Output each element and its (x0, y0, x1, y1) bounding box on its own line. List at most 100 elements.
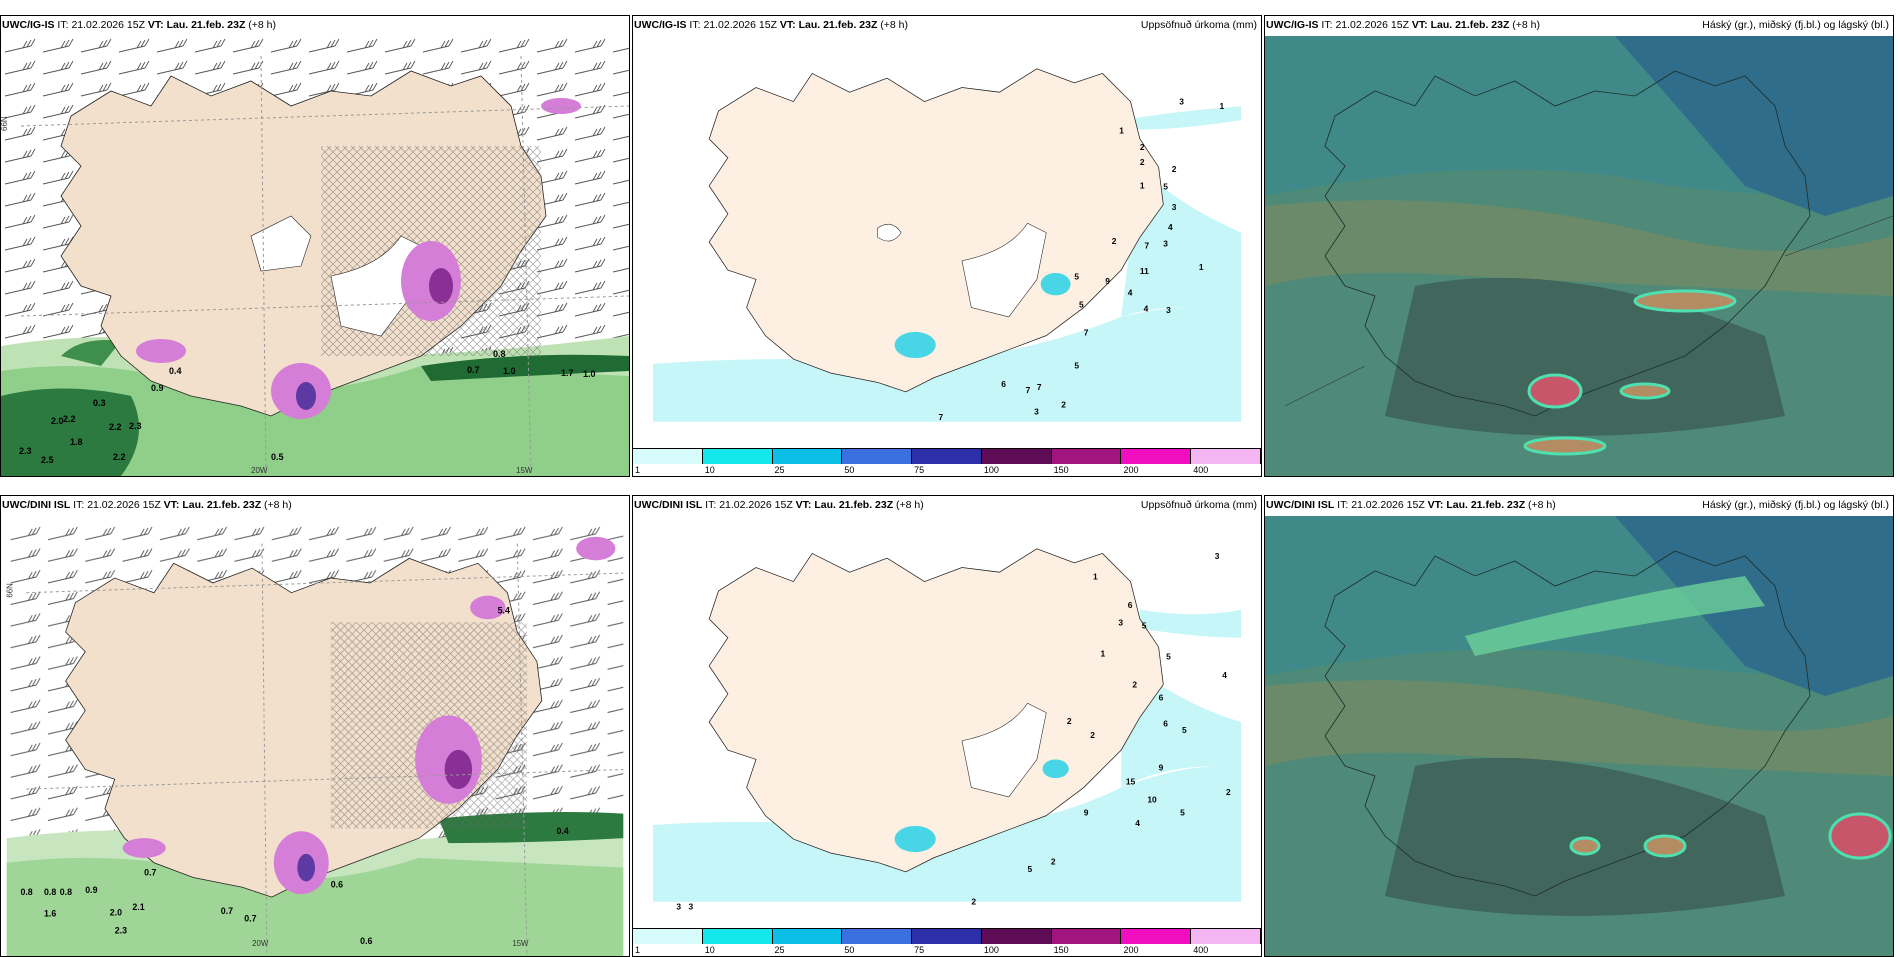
svg-text:66N: 66N (1, 116, 9, 131)
map-value-label: 2.2 (113, 452, 126, 462)
colorbar-tick: 200 (1123, 465, 1139, 475)
colorbar-swatch (772, 928, 843, 944)
map-value-label: 4 (1128, 287, 1133, 297)
colorbar-swatch (633, 928, 703, 944)
map-value-label: 1 (1199, 262, 1204, 272)
map-value-label: 3 (689, 901, 694, 911)
map-value-label: 4 (1144, 303, 1149, 313)
colorbar-swatch (1051, 448, 1122, 464)
map-value-label: 9 (1084, 808, 1089, 818)
colorbar: 1 10 25 50 75 100 150 200 400 (633, 448, 1261, 476)
colorbar-tick: 25 (774, 945, 785, 955)
map-value-label: 3 (1166, 305, 1171, 315)
colorbar-tick: 1 (635, 945, 641, 955)
map-value-label: 0.8 (44, 887, 56, 897)
colorbar-swatch (1191, 448, 1261, 464)
colorbar-tick: 1 (635, 465, 641, 475)
map-value-label: 7 (939, 412, 944, 422)
map-value-label: 1.6 (44, 909, 56, 919)
map-value-label: 2 (1067, 716, 1072, 726)
map-value-label: 5 (1163, 182, 1168, 192)
map-value-label: 2.0 (51, 416, 64, 426)
map-value-label: 2.3 (19, 446, 32, 456)
colorbar-swatch (1191, 928, 1261, 944)
colorbar-tick: 100 (983, 945, 999, 955)
map-value-label: 7 (1145, 241, 1150, 251)
colorbar-swatch (842, 448, 913, 464)
map-value-label: 3 (676, 901, 681, 911)
map-value-label: 2 (1132, 679, 1137, 689)
map-value-label: 0.3 (93, 398, 106, 408)
colorbar-tick: 10 (704, 465, 715, 475)
map-value-label: 1.8 (70, 437, 83, 447)
colorbar-tick: 200 (1123, 945, 1139, 955)
map-value-label: 3 (1215, 551, 1220, 561)
panel-header: UWC/IG-IS IT: 21.02.2026 15Z VT: Lau. 21… (634, 19, 1257, 31)
map-value-label: 2.3 (115, 925, 127, 935)
map-value-label: 2.3 (129, 421, 142, 431)
map-value-label: 1 (1101, 648, 1106, 658)
map-value-label: 1 (1219, 101, 1224, 111)
colorbar-swatch (1121, 448, 1192, 464)
map-value-label: 0.8 (493, 349, 506, 359)
colorbar-swatch (633, 448, 703, 464)
map-value-label: 0.8 (60, 887, 72, 897)
panel-bottom-left: UWC/DINI ISL IT: 21.02.2026 15Z VT: Lau.… (0, 495, 630, 957)
colorbar-swatch (1121, 928, 1192, 944)
colorbar-tick: 400 (1193, 945, 1209, 955)
panel-bottom-right: UWC/DINI ISL IT: 21.02.2026 15Z VT: Lau.… (1264, 495, 1894, 957)
colorbar-tick: 25 (774, 465, 785, 475)
map-value-label: 5 (1079, 300, 1084, 310)
map-value-label: 0.6 (360, 936, 372, 946)
map-value-label: 4 (1168, 222, 1173, 232)
wind-precip-map: 66N 20W 15W 0.8 0.8 0.8 0.9 0.7 1.6 2.0 2.1 2.3 0… (6, 524, 624, 956)
map-value-label: 3 (1172, 202, 1177, 212)
map-value-label: 0.7 (244, 914, 256, 924)
map-value-label: 5.4 (498, 605, 510, 615)
map-value-label: 0.8 (20, 887, 32, 897)
panel-title: Háský (gr.), miðský (fj.bl.) og lágský (… (1702, 19, 1889, 31)
map-value-label: 5 (1074, 271, 1079, 281)
map-value-label: 2 (1226, 787, 1231, 797)
map-value-label: 6 (1128, 600, 1133, 610)
map-value-label: 0.7 (467, 365, 480, 375)
panel-top-left: UWC/IG-IS IT: 21.02.2026 15Z VT: Lau. 21… (0, 15, 630, 477)
wind-precip-map: 66N 20W 15W 0.40.30.80.7 1.0 1.02.0 2.22.2 2… (1, 36, 629, 476)
panel-title: Uppsöfnuð úrkoma (mm) (1140, 499, 1257, 511)
map-value-label: 7 (1037, 382, 1042, 392)
map-value-label: 11 (1140, 266, 1149, 276)
panel-header: UWC/DINI ISL IT: 21.02.2026 15Z VT: Lau.… (1266, 499, 1889, 511)
map-value-label: 1.0 (583, 369, 596, 379)
svg-text:15W: 15W (512, 939, 529, 948)
map-value-label: 4 (1135, 818, 1140, 828)
map-value-label: 2.1 (132, 902, 144, 912)
svg-text:15W: 15W (516, 466, 533, 475)
cloud-map (1265, 36, 1893, 476)
map-value-label: 0.4 (169, 366, 182, 376)
map-value-label: 5 (1166, 651, 1171, 661)
colorbar-swatch (912, 928, 982, 944)
svg-text:20W: 20W (251, 466, 268, 475)
panel-top-right: UWC/IG-IS IT: 21.02.2026 15Z VT: Lau. 21… (1264, 15, 1894, 477)
map-value-label: 9 (1159, 763, 1164, 773)
colorbar-tick: 50 (844, 945, 855, 955)
map-value-label: 2.0 (110, 908, 122, 918)
map-value-label: 10 (1147, 795, 1157, 805)
map-value-label: 2 (1140, 142, 1145, 152)
svg-text:66N: 66N (6, 583, 15, 598)
map-value-label: 15 (1126, 777, 1136, 787)
colorbar-tick: 50 (844, 465, 855, 475)
colorbar-tick: 100 (983, 465, 999, 475)
colorbar-tick: 10 (704, 945, 715, 955)
colorbar-swatch (981, 448, 1052, 464)
map-value-label: 2.2 (109, 422, 122, 432)
panel-title: Uppsöfnuð úrkoma (mm) (1140, 19, 1257, 31)
map-value-label: 0.7 (144, 867, 156, 877)
colorbar-swatch (702, 448, 773, 464)
map-value-label: 0.9 (85, 885, 97, 895)
map-value-label: 0.5 (271, 452, 284, 462)
colorbar-tick: 400 (1193, 465, 1209, 475)
map-value-label: 6 (1163, 719, 1168, 729)
map-value-label: 6 (1001, 379, 1006, 389)
